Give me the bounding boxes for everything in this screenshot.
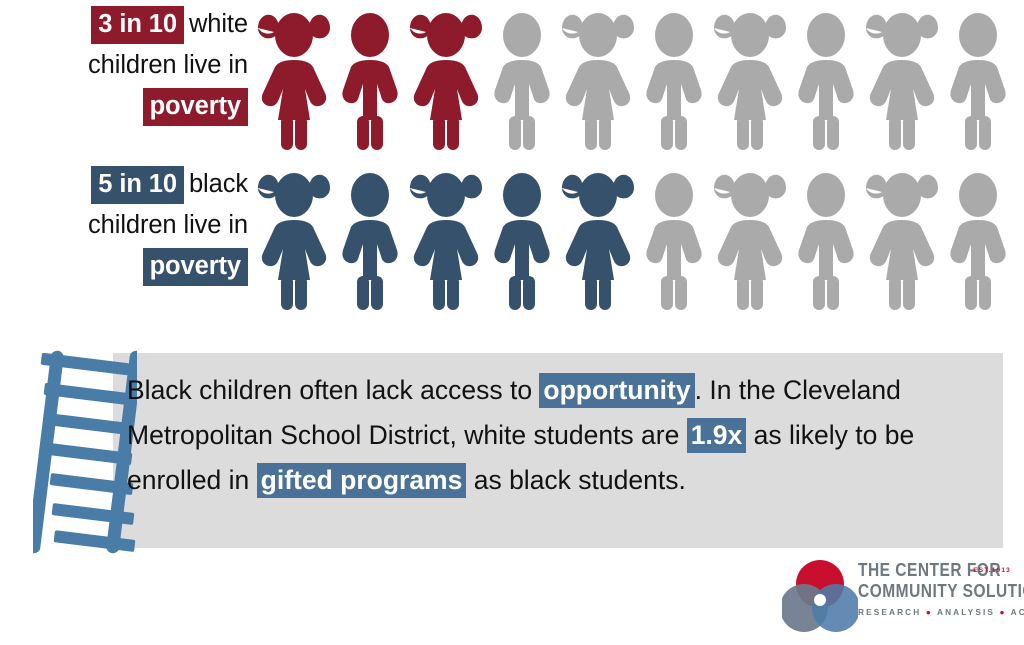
callout-highlight-5: gifted programs bbox=[256, 463, 467, 498]
stat-row-black-children: 5 in 10 black children live in poverty bbox=[0, 164, 1024, 314]
logo-line-1: THE CENTER FOR bbox=[858, 560, 1002, 581]
logo-tagline: RESEARCH ● ANALYSIS ● ACTION bbox=[858, 607, 1024, 617]
stat-row-white-children: 3 in 10 white children live in poverty bbox=[0, 4, 1024, 154]
stat-label-line-3: poverty bbox=[0, 246, 248, 287]
logo-venn-icon bbox=[782, 560, 858, 632]
girl-figure-icon bbox=[714, 173, 786, 310]
stat-label-line-2: children live in bbox=[88, 51, 248, 79]
girl-figure-icon bbox=[410, 173, 482, 310]
callout-text: Black children often lack access to oppo… bbox=[127, 368, 967, 503]
boy-figure-icon bbox=[342, 13, 398, 150]
girl-figure-icon bbox=[410, 13, 482, 150]
callout-highlight-3: 1.9x bbox=[686, 418, 747, 453]
logo-tagline-separator: ● bbox=[921, 607, 937, 617]
ratio-highlight-black: 5 in 10 bbox=[91, 166, 184, 204]
girl-figure-icon bbox=[562, 13, 634, 150]
emphasis-poverty-white: poverty bbox=[142, 88, 248, 126]
boy-figure-icon bbox=[494, 13, 550, 150]
subject-white: white bbox=[188, 10, 248, 38]
logo-line-2: COMMUNITY SOLUTIONS bbox=[858, 581, 1024, 602]
callout-segment-0: Black children often lack access to bbox=[127, 375, 540, 405]
stat-label-line-2: children live in bbox=[88, 211, 248, 239]
stat-label-line-1: 3 in 10 white bbox=[0, 4, 248, 45]
boy-figure-icon bbox=[950, 173, 1006, 310]
logo-tagline-separator: ● bbox=[995, 607, 1011, 617]
pictogram-row-black-children bbox=[256, 170, 1018, 310]
callout-segment-2: . In the Cleveland Metropolitan School D… bbox=[127, 375, 901, 450]
boy-figure-icon bbox=[798, 13, 854, 150]
boy-figure-icon bbox=[798, 173, 854, 310]
logo-tagline-part-1: ANALYSIS bbox=[937, 607, 995, 617]
boy-figure-icon bbox=[646, 13, 702, 150]
logo-tagline-part-0: RESEARCH bbox=[858, 607, 922, 617]
boy-figure-icon bbox=[950, 13, 1006, 150]
emphasis-poverty-black: poverty bbox=[142, 248, 248, 286]
stat-label-line-1: 5 in 10 black bbox=[0, 164, 248, 205]
logo-wordmark: THE CENTER FOR EST.1913 COMMUNITY SOLUTI… bbox=[858, 560, 1024, 617]
stat-label-line-3: poverty bbox=[0, 86, 248, 127]
stat-label-black-children: 5 in 10 black children live in poverty bbox=[0, 164, 248, 287]
ladder-icon bbox=[33, 350, 137, 554]
boy-figure-icon bbox=[646, 173, 702, 310]
callout-segment-4: as likely to be enrolled in bbox=[127, 420, 915, 495]
logo-tagline-part-2: ACTION bbox=[1010, 607, 1024, 617]
callout-highlight-1: opportunity bbox=[539, 373, 695, 408]
ratio-highlight-white: 3 in 10 bbox=[91, 6, 184, 44]
girl-figure-icon bbox=[714, 13, 786, 150]
girl-figure-icon bbox=[866, 13, 938, 150]
girl-figure-icon bbox=[866, 173, 938, 310]
stat-label-white-children: 3 in 10 white children live in poverty bbox=[0, 4, 248, 127]
girl-figure-icon bbox=[562, 173, 634, 310]
boy-figure-icon bbox=[494, 173, 550, 310]
callout-segment-6: as black students. bbox=[466, 465, 686, 495]
girl-figure-icon bbox=[258, 173, 330, 310]
pictogram-row-white-children bbox=[256, 10, 1018, 150]
organization-logo: THE CENTER FOR EST.1913 COMMUNITY SOLUTI… bbox=[782, 556, 1024, 636]
subject-black: black bbox=[188, 170, 248, 198]
girl-figure-icon bbox=[258, 13, 330, 150]
boy-figure-icon bbox=[342, 173, 398, 310]
logo-established-text: EST.1913 bbox=[973, 567, 1011, 574]
